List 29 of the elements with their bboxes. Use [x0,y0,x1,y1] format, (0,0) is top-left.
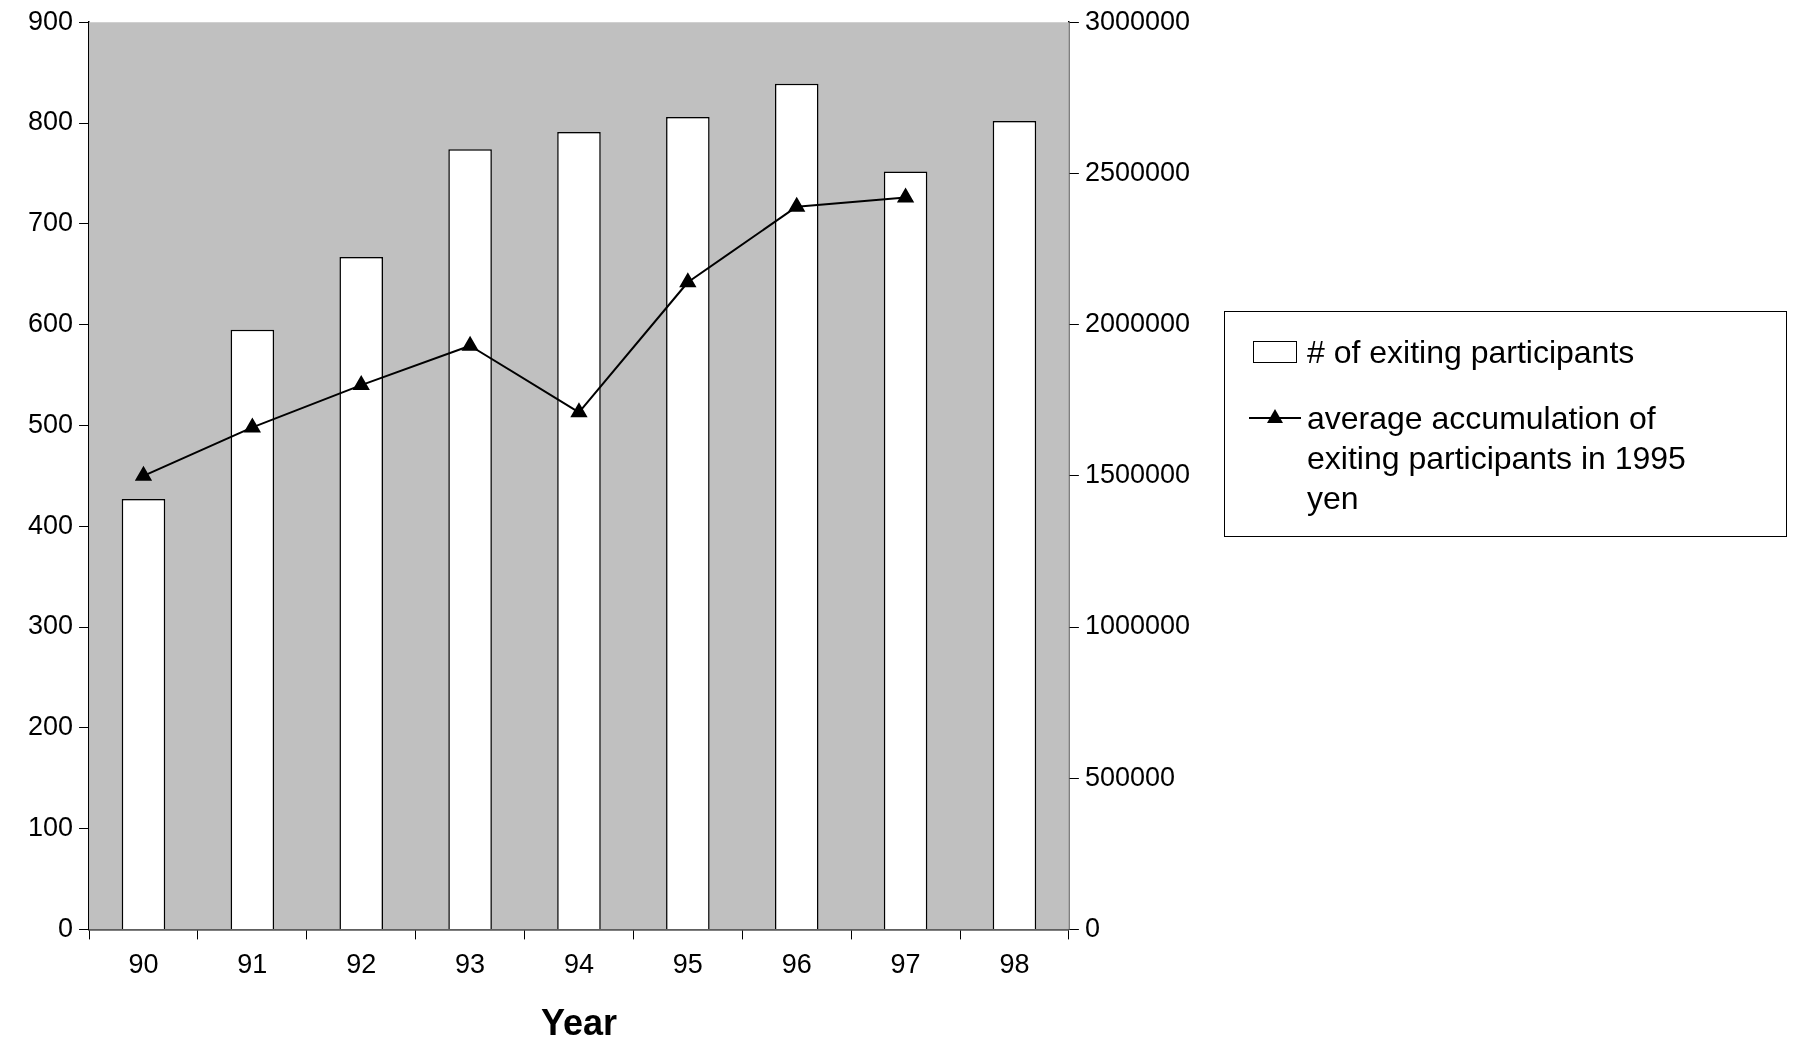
x-tick-label: 97 [890,949,921,980]
y2-tick-label: 2000000 [1084,308,1191,339]
y-tick-label: 100 [27,812,74,843]
x-tick-label: 90 [128,949,159,980]
y-tick-label: 800 [27,106,74,137]
y-tick-label: 600 [27,308,74,339]
x-tick-label: 92 [346,949,377,980]
y2-tick-label: 2500000 [1084,156,1191,187]
x-tick-label: 95 [672,949,703,980]
y2-tick-label: 3000000 [1084,5,1191,36]
x-tick-label: 98 [999,949,1030,980]
legend-label: # of exiting participants [1307,333,1636,372]
x-tick-label: 94 [563,949,594,980]
x-tick-label: 93 [455,949,486,980]
y-tick-label: 400 [27,509,74,540]
x-tick-label: 91 [237,949,268,980]
y2-tick-label: 500000 [1084,761,1175,792]
y2-tick-label: 1500000 [1084,459,1191,490]
y2-tick-label: 0 [1084,912,1100,943]
x-tick-label: 96 [781,949,812,980]
y2-tick-label: 1000000 [1084,610,1191,641]
y-tick-label: 0 [58,912,74,943]
y-tick-label: 300 [27,610,74,641]
y-tick-label: 200 [27,711,74,742]
y-tick-label: 500 [27,408,74,439]
x-axis-title: Year [540,1002,618,1044]
y-tick-label: 700 [27,207,74,238]
legend-label: average accumulation of exiting participants in 1995 yen [1307,399,1687,518]
y-tick-label: 900 [27,5,74,36]
